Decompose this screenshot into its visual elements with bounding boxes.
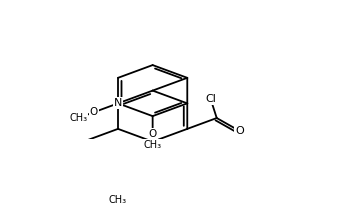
Text: O: O (149, 129, 157, 139)
Text: N: N (114, 98, 122, 108)
Text: O: O (90, 107, 98, 117)
Text: O: O (235, 126, 244, 136)
Text: CH₃: CH₃ (109, 195, 127, 205)
Text: CH₃: CH₃ (144, 140, 162, 150)
Text: Cl: Cl (205, 94, 216, 104)
Text: CH₃: CH₃ (69, 113, 87, 123)
